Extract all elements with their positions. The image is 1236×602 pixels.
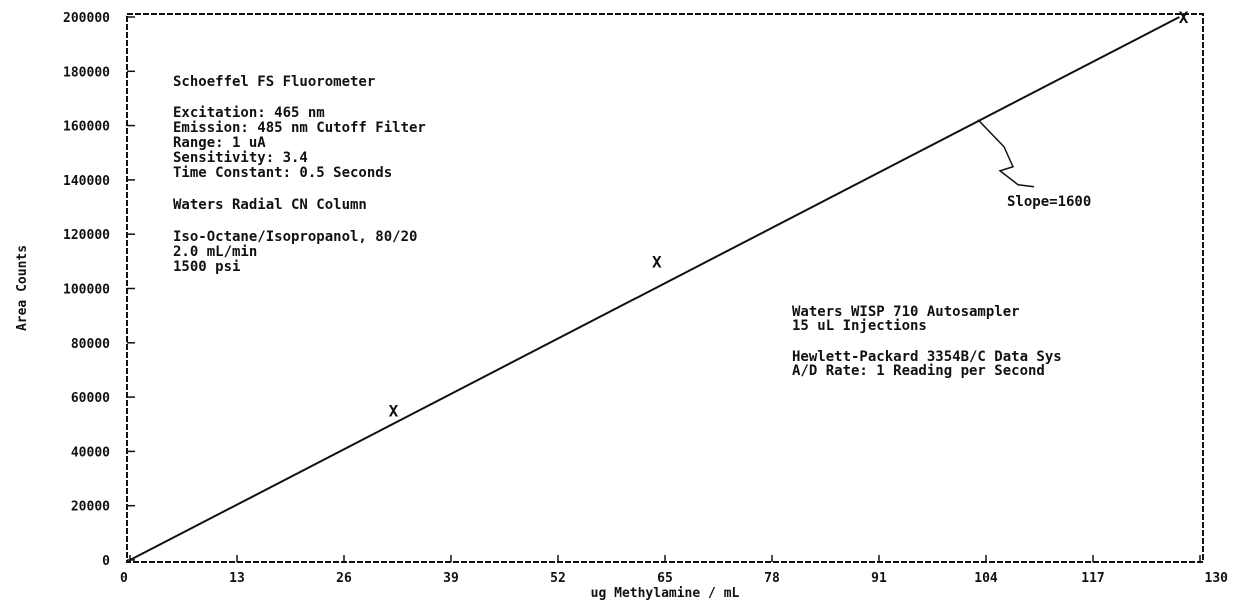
annotation-line: Sensitivity: 3.4 [173,150,308,166]
annotation-line: Time Constant: 0.5 Seconds [173,165,392,181]
series-layer: X X X [129,8,1189,561]
y-axis: 0 20000 40000 60000 80000 100000 120000 140000 1… [63,11,135,569]
x-tick-label: 117 [1081,571,1104,586]
x-axis: 0 13 26 39 52 65 78 91 104 117 130 [120,555,1228,586]
data-point-marker: X [389,402,399,421]
annotation-line: Excitation: 465 nm [173,105,325,121]
data-point-marker: X [1179,8,1189,27]
y-tick-label: 60000 [71,391,110,406]
annotation-line: Range: 1 uA [173,135,266,151]
annotation-line: Waters Radial CN Column [173,197,367,213]
x-tick-label: 26 [336,571,352,586]
y-tick-label: 120000 [63,228,110,243]
annotation-line: Schoeffel FS Fluorometer [173,74,375,90]
slope-leader-line [977,119,1035,188]
y-tick-label: 200000 [63,11,110,26]
y-tick-label: 100000 [63,283,110,298]
x-tick-label: 39 [443,571,459,586]
y-tick-label: 0 [102,554,110,569]
x-tick-label: 91 [871,571,887,586]
annotation-line: A/D Rate: 1 Reading per Second [792,363,1045,379]
y-tick-label: 40000 [71,445,110,460]
annotation-line: Iso-Octane/Isopropanol, 80/20 [173,229,417,245]
x-tick-label: 0 [120,571,128,586]
fit-line [129,16,1180,561]
annotation-line: 1500 psi [173,259,240,275]
annotation-line: Emission: 485 nm Cutoff Filter [173,120,426,136]
y-axis-title: Area Counts [15,245,30,331]
annotation-line: Waters WISP 710 Autosampler [792,304,1020,320]
data-point-marker: X [652,252,662,271]
annotation-line: 15 uL Injections [792,318,927,334]
x-tick-label: 13 [229,571,245,586]
plot-frame [126,13,1204,563]
y-tick-label: 160000 [63,120,110,135]
x-tick-label: 130 [1205,571,1229,586]
y-tick-label: 20000 [71,500,110,515]
annotation-line: 2.0 mL/min [173,244,257,260]
x-tick-label: 65 [657,571,673,586]
annotation-line: Hewlett-Packard 3354B/C Data Sys [792,349,1062,365]
annotations: Slope=1600 Schoeffel FS Fluorometer Excita… [173,74,1091,379]
x-tick-label: 78 [764,571,780,586]
y-tick-label: 140000 [63,174,110,189]
x-axis-title: ug Methylamine / mL [591,586,740,601]
y-tick-label: 80000 [71,337,110,352]
x-tick-label: 104 [974,571,998,586]
slope-label: Slope=1600 [1007,194,1091,210]
x-tick-label: 52 [550,571,566,586]
y-tick-label: 180000 [63,65,110,80]
